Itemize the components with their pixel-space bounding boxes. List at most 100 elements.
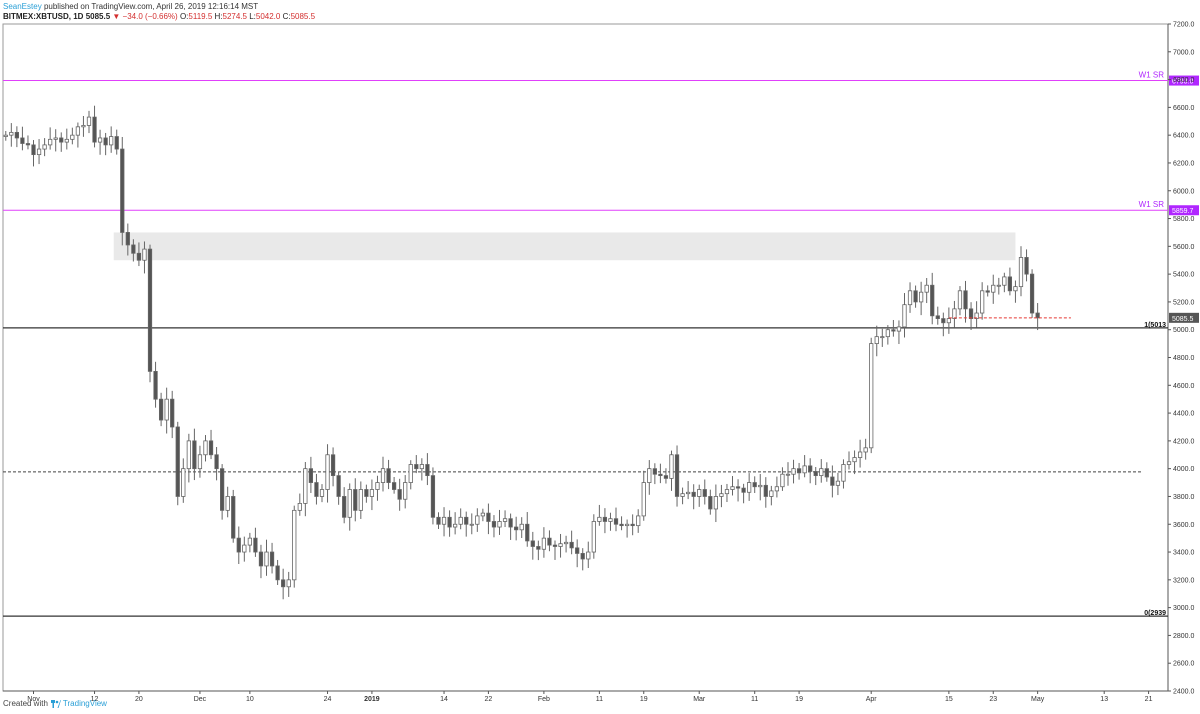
candle-body xyxy=(713,496,718,510)
candle-body xyxy=(203,440,208,456)
candle-body xyxy=(985,290,990,293)
candle-body xyxy=(780,473,785,488)
open-label: O: xyxy=(179,12,189,21)
candle-body xyxy=(624,523,630,527)
x-tick-label: 11 xyxy=(596,696,603,703)
candle-body xyxy=(536,546,541,550)
candle-body xyxy=(813,471,818,477)
x-tick-label: 12 xyxy=(91,696,99,703)
candle-body xyxy=(114,136,119,150)
candle-body xyxy=(375,482,380,490)
resistance-zone xyxy=(113,232,1016,261)
candle-body xyxy=(502,518,508,522)
fib-level-label: 1(5013 xyxy=(1144,322,1166,329)
candle-body xyxy=(347,489,352,518)
candle-body xyxy=(991,284,996,293)
candle-body xyxy=(120,148,125,233)
candle-body xyxy=(758,484,763,488)
y-tick-label: 3000.0 xyxy=(1173,605,1195,612)
x-tick-label: Feb xyxy=(538,696,550,703)
author-link[interactable]: SeanEstey xyxy=(3,2,42,11)
candle-body xyxy=(791,468,796,475)
candle-body xyxy=(980,290,985,314)
y-tick-label: 6600.0 xyxy=(1173,105,1195,112)
candle-body xyxy=(342,496,347,518)
x-tick-label: 13 xyxy=(1100,696,1108,703)
change-arrow-icon: ▼ xyxy=(112,12,121,21)
candle-body xyxy=(486,512,491,522)
x-tick-label: 10 xyxy=(246,696,254,703)
x-tick-label: 23 xyxy=(989,696,997,703)
candle-body xyxy=(907,290,913,306)
last-price-tag xyxy=(1169,312,1199,323)
candle-body xyxy=(297,503,302,511)
y-tick-label: 5800.0 xyxy=(1173,216,1195,223)
candle-body xyxy=(946,318,951,324)
close-value: 5085.5 xyxy=(290,12,316,21)
candle-body xyxy=(747,482,752,493)
candle-body xyxy=(70,134,75,140)
candle-body xyxy=(158,398,164,421)
candle-body xyxy=(53,137,58,140)
candle-body xyxy=(225,496,230,511)
candle-body xyxy=(519,523,524,531)
candle-body xyxy=(697,489,702,497)
candle-body xyxy=(42,144,47,150)
candle-body xyxy=(86,116,92,126)
candle-body xyxy=(874,336,879,345)
candle-body xyxy=(586,551,591,560)
candle-body xyxy=(719,493,724,497)
candle-body xyxy=(275,565,280,581)
candle-body xyxy=(830,476,835,486)
candle-body xyxy=(930,284,935,317)
candle-body xyxy=(769,490,774,497)
candle-body xyxy=(957,290,963,310)
candle-body xyxy=(591,521,596,553)
candle-body xyxy=(763,484,768,497)
x-tick-label: 24 xyxy=(324,696,332,703)
candle-body xyxy=(835,480,841,486)
candle-body xyxy=(109,136,114,146)
candle-body xyxy=(419,464,424,470)
candle-body xyxy=(125,232,130,246)
candle-body xyxy=(164,398,169,421)
candle-body xyxy=(242,544,247,553)
x-tick-label: Nov xyxy=(27,696,40,703)
candle-body xyxy=(136,252,142,261)
candle-body xyxy=(441,516,447,525)
x-tick-label: 11 xyxy=(751,696,758,703)
y-tick-label: 3200.0 xyxy=(1173,577,1195,584)
candle-body xyxy=(1024,257,1029,275)
candle-body xyxy=(436,516,441,525)
candle-body xyxy=(97,137,103,143)
candle-body xyxy=(968,308,974,319)
candle-body xyxy=(852,457,857,463)
chart-header: SeanEstey published on TradingView.com, … xyxy=(3,2,1197,22)
candle-body xyxy=(92,116,97,143)
candle-body xyxy=(702,489,707,497)
candle-body xyxy=(491,521,497,528)
price-change: −34.0 (−0.66%) xyxy=(122,12,178,21)
candle-body xyxy=(364,489,369,497)
candle-body xyxy=(75,126,81,136)
candle-body xyxy=(192,440,197,470)
candle-body xyxy=(552,544,558,547)
candle-body xyxy=(686,491,691,495)
candle-body xyxy=(214,454,219,470)
y-tick-label: 4200.0 xyxy=(1173,438,1195,445)
candle-body xyxy=(9,131,14,136)
tradingview-link[interactable]: TradingView xyxy=(50,699,107,708)
candle-body xyxy=(131,244,136,254)
y-tick-label: 7000.0 xyxy=(1173,49,1195,56)
x-tick-label: 2019 xyxy=(364,696,380,703)
y-tick-label: 2600.0 xyxy=(1173,661,1195,668)
y-tick-label: 5200.0 xyxy=(1173,299,1195,306)
candle-body xyxy=(81,125,86,128)
candle-body xyxy=(430,475,436,518)
y-tick-label: 5600.0 xyxy=(1173,244,1195,251)
tradingview-logo-icon xyxy=(50,699,61,708)
publish-info: published on TradingView.com, April 26, … xyxy=(43,2,259,11)
candle-body xyxy=(902,304,907,328)
tradingview-brand: TradingView xyxy=(62,699,107,708)
